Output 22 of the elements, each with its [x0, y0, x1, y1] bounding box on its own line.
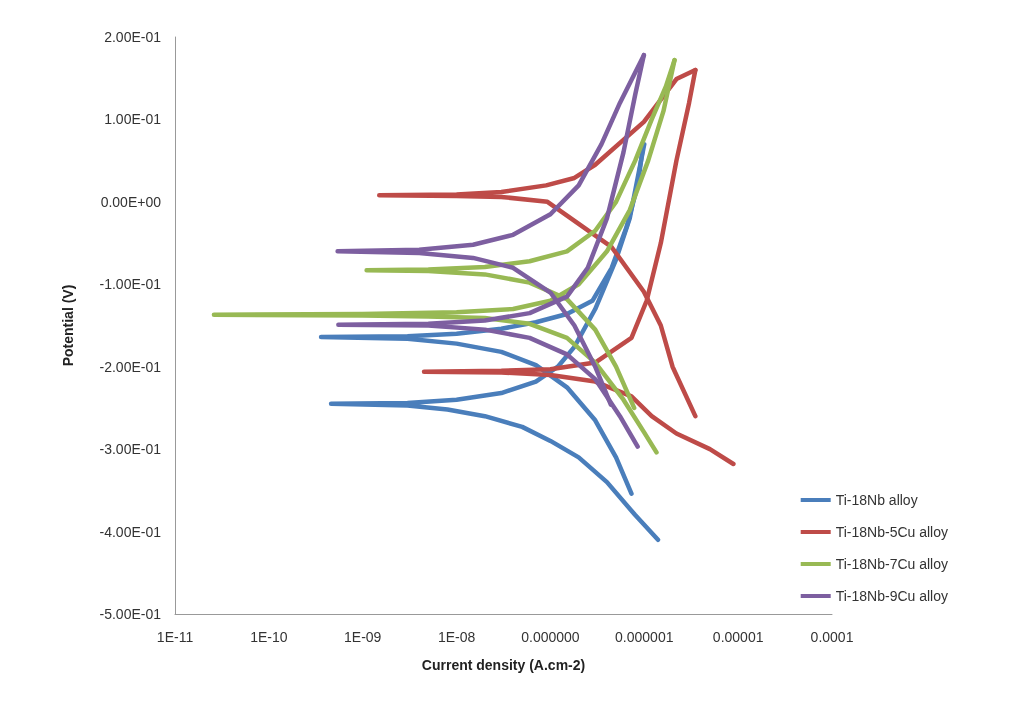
legend-label: Ti-18Nb-9Cu alloy [835, 588, 949, 604]
legend-label: Ti-18Nb-5Cu alloy [835, 524, 949, 540]
y-axis-title: Potential (V) [60, 284, 76, 367]
x-tick-label: 1E-08 [437, 629, 476, 645]
x-tick-label: 0.000000 [521, 629, 580, 645]
y-tick-label: -2.00E-01 [99, 358, 162, 375]
y-tick-label: 2.00E-01 [104, 29, 162, 45]
x-tick-label: 1E-11 [156, 629, 194, 645]
x-axis-title: Current density (A.cm-2) [421, 657, 586, 673]
x-tick-label: 0.0001 [810, 629, 854, 645]
x-tick-label: 1E-09 [344, 629, 382, 645]
legend-label: Ti-18Nb-7Cu alloy [835, 556, 949, 572]
y-tick-label: 0.00E+00 [100, 193, 162, 210]
y-tick-label: 1.00E-01 [104, 111, 162, 128]
x-tick-label: 1E-10 [250, 629, 288, 645]
x-tick-label: 0.000001 [615, 629, 674, 645]
y-tick-label: -5.00E-01 [99, 606, 162, 622]
legend-label: Ti-18Nb alloy [835, 492, 918, 508]
y-tick-label: -1.00E-01 [99, 276, 162, 293]
x-tick-label: 0.00001 [712, 629, 764, 645]
y-tick-label: -3.00E-01 [99, 441, 162, 458]
y-tick-label: -4.00E-01 [99, 523, 162, 540]
